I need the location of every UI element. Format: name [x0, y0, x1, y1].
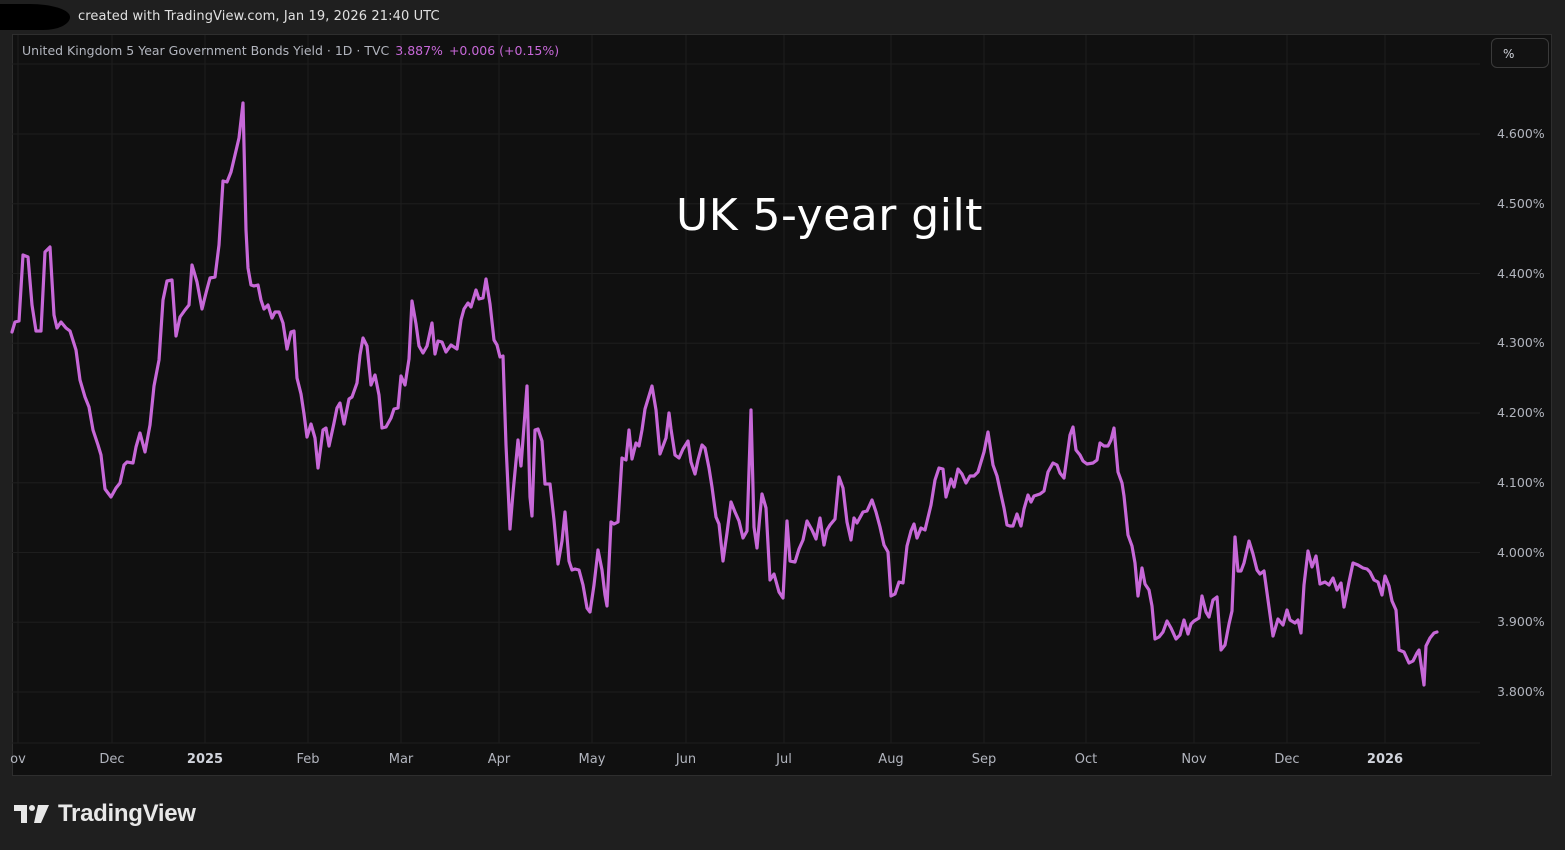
tradingview-logo[interactable]: TradingView	[14, 800, 196, 828]
time-tick-label: Sep	[971, 752, 997, 767]
time-tick-label: Feb	[296, 752, 320, 767]
symbol-description: United Kingdom 5 Year Government Bonds Y…	[22, 43, 390, 58]
last-value: 3.887%	[395, 43, 443, 58]
top-bar: created with TradingView.com, Jan 19, 20…	[0, 0, 1565, 34]
price-tick-label: 4.300%	[1497, 335, 1545, 351]
redacted-area	[0, 4, 70, 30]
percent-scale-button[interactable]: %	[1491, 38, 1549, 68]
price-tick-label: 4.600%	[1497, 126, 1545, 141]
change-value: +0.006 (+0.15%)	[448, 43, 560, 58]
series-legend[interactable]: United Kingdom 5 Year Government Bonds Y…	[22, 43, 559, 58]
chart-pane[interactable]	[12, 34, 1552, 776]
price-tick-label: 4.000%	[1497, 544, 1545, 560]
time-tick-label: May	[578, 752, 606, 767]
chart-grid	[12, 35, 1480, 743]
time-tick-label: 2026	[1366, 752, 1404, 767]
price-tick-label: 4.400%	[1497, 265, 1545, 281]
tradingview-logo-icon	[14, 805, 49, 823]
time-tick-label: Aug	[878, 752, 904, 767]
created-with-text: created with TradingView.com, Jan 19, 20…	[78, 9, 440, 24]
price-tick-label: 3.800%	[1497, 684, 1545, 699]
overlay-title: UK 5-year gilt	[676, 190, 983, 241]
time-tick-label: Oct	[1074, 752, 1098, 767]
time-tick-label: Mar	[388, 752, 414, 767]
logo-text: TradingView	[58, 800, 196, 827]
time-tick-label: Jun	[675, 752, 697, 767]
time-tick-label: Dec	[99, 752, 125, 767]
right-gutter	[1553, 34, 1565, 778]
price-tick-label: 4.500%	[1497, 195, 1545, 211]
time-tick-label: Jul	[776, 752, 792, 767]
time-tick-label: 2025	[186, 752, 224, 767]
price-tick-label: 4.200%	[1497, 405, 1545, 420]
time-tick-label: Nov	[1181, 752, 1207, 767]
time-tick-label: ov	[10, 752, 26, 767]
price-tick-label: 4.100%	[1497, 474, 1545, 490]
yield-line	[10, 101, 1439, 687]
time-tick-label: Dec	[1274, 752, 1300, 767]
price-tick-label: 3.900%	[1497, 614, 1545, 630]
time-tick-label: Apr	[487, 752, 511, 767]
